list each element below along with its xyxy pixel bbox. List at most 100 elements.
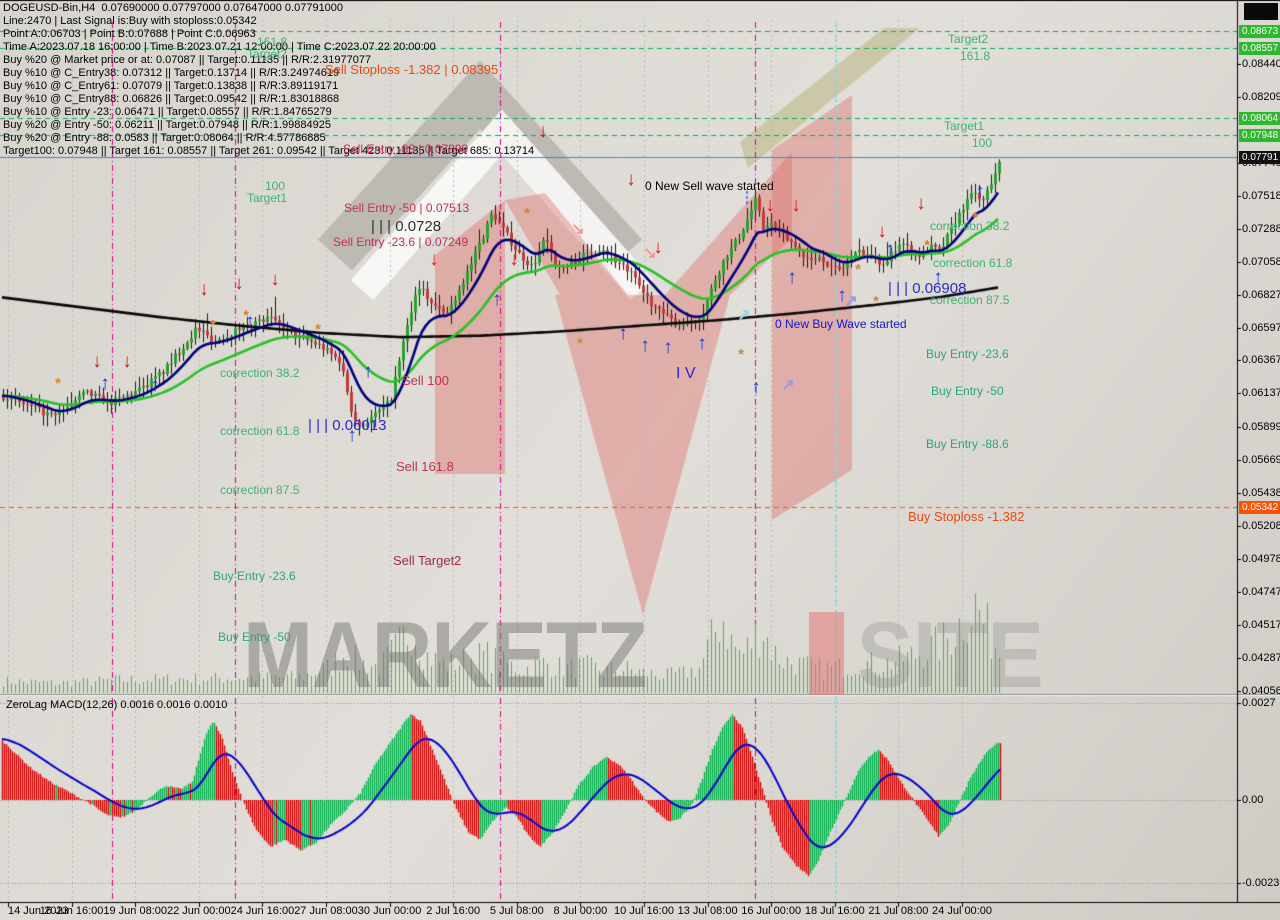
buy-arrow-icon: ↑ xyxy=(663,337,673,358)
price-axis-label: 0.06367 xyxy=(1242,354,1280,366)
buy-arrow-icon: ↑ xyxy=(640,335,650,356)
sell-arrow-icon: ↓ xyxy=(916,193,926,214)
sell-arrow-icon: ↓ xyxy=(626,169,636,190)
annotation-text: correction 87.5 xyxy=(220,483,300,497)
price-axis-label: 0.06137 xyxy=(1242,387,1280,399)
hollow-cyan-arrow-icon: ↗ xyxy=(737,307,751,324)
annotation-text: Buy Stoploss -1.382 xyxy=(908,509,1025,524)
time-axis-label: 16 Jul 00:00 xyxy=(741,905,802,917)
price-axis-label: 0.07518 xyxy=(1242,190,1280,202)
star-icon: * xyxy=(243,307,249,324)
buy-arrow-icon: ↑ xyxy=(347,425,357,446)
watermark-red-bar xyxy=(809,612,844,695)
price-axis-label: 0.04978 xyxy=(1242,553,1280,565)
time-axis-label: 19 Jun 08:00 xyxy=(103,905,167,917)
buy-arrow-icon: ↑ xyxy=(885,239,895,260)
hollow-buy-arrow-icon: ↗ xyxy=(781,377,795,394)
annotation-text: correction 87.5 xyxy=(930,293,1010,307)
price-axis-label: 0.08209 xyxy=(1242,91,1280,103)
annotation-text: 161.8 xyxy=(257,35,288,49)
buy-arrow-icon: ↑ xyxy=(363,361,373,382)
time-axis-label: 24 Jul 00:00 xyxy=(932,905,992,917)
annotation-text: Buy Entry -50 xyxy=(218,630,291,644)
sell-arrow-icon: ↓ xyxy=(199,279,209,300)
time-axis-label: 16 Jun 16:00 xyxy=(39,905,104,917)
sell-arrow-icon: ↓ xyxy=(653,237,663,258)
buy-arrow-icon: ↑ xyxy=(787,267,797,288)
buy-arrow-icon: ↑ xyxy=(618,323,628,344)
annotation-text: Sell 161.8 xyxy=(396,459,454,474)
price-axis-label: 0.04287 xyxy=(1242,652,1280,664)
annotation-text: Sell Entry -23.6 | 0.07249 xyxy=(333,235,469,249)
price-axis-label: 0.05208 xyxy=(1242,520,1280,532)
price-axis-label: 0.05669 xyxy=(1242,454,1280,466)
sell-arrow-icon: ↓ xyxy=(538,121,548,142)
buy-arrow-icon: ↑ xyxy=(933,267,943,288)
sell-arrow-icon: ↓ xyxy=(509,249,519,270)
macd-axis-label: -0.0023 xyxy=(1242,877,1280,889)
buy-arrow-icon: ↑ xyxy=(837,285,847,306)
top-right-corner-box xyxy=(1244,3,1278,20)
price-axis-label: 0.08440 xyxy=(1242,58,1280,70)
price-axis-label: 0.05438 xyxy=(1242,487,1280,499)
star-icon: * xyxy=(972,209,978,226)
price-axis-label: 0.04056 xyxy=(1242,685,1280,697)
annotation-text: Sell Stoploss -1.382 | 0.08395 xyxy=(325,62,499,77)
price-axis-label: 0.06597 xyxy=(1242,322,1280,334)
star-icon: * xyxy=(577,335,583,352)
star-icon: * xyxy=(873,293,879,310)
annotation-text: 100 xyxy=(265,179,286,193)
annotation-text: 0 New Buy Wave started xyxy=(775,317,907,331)
star-icon: * xyxy=(315,321,321,338)
time-axis-label: 24 Jun 16:00 xyxy=(230,905,295,917)
level-price-badge: 0.08557 xyxy=(1239,42,1280,55)
price-axis-label: 0.04747 xyxy=(1242,586,1280,598)
annotation-text: Target1 xyxy=(944,119,985,133)
price-axis-label: 0.07288 xyxy=(1242,223,1280,235)
macd-axis-label: 0.0027 xyxy=(1242,697,1276,709)
star-icon: * xyxy=(738,346,744,363)
sell-arrow-icon: ↓ xyxy=(791,195,801,216)
hollow-sell-arrow-icon: ↘ xyxy=(643,245,657,262)
annotation-text: Buy Entry -23.6 xyxy=(926,347,1009,361)
time-axis-label: 27 Jun 08:00 xyxy=(294,905,358,917)
annotation-text: Buy Entry -88.6 xyxy=(926,437,1009,451)
annotation-text: Sell Target2 xyxy=(393,553,462,568)
time-axis-label: 30 Jun 00:00 xyxy=(357,905,422,917)
annotation-text: Sell Entry -50 | 0.07513 xyxy=(344,201,470,215)
annotation-text: Target2 xyxy=(247,47,288,61)
sell-arrow-icon: ↓ xyxy=(765,195,775,216)
buy-arrow-icon: ↑ xyxy=(975,181,985,202)
annotation-text: correction 38.2 xyxy=(220,366,300,380)
annotation-text: I V xyxy=(676,365,696,382)
annotation-text: correction 61.8 xyxy=(933,256,1013,270)
sell-arrow-icon: ↓ xyxy=(429,249,439,270)
time-axis-label: 13 Jul 08:00 xyxy=(677,905,738,917)
star-icon: * xyxy=(855,261,861,278)
annotation-text: Target1 xyxy=(247,191,288,205)
time-axis-label: 2 Jul 16:00 xyxy=(426,905,481,917)
annotation-text: Target2 xyxy=(948,32,989,46)
annotation-text: | | | 0.06013 xyxy=(308,417,387,434)
buy-arrow-icon: ↑ xyxy=(100,373,110,394)
star-icon: * xyxy=(924,237,930,254)
sell-arrow-icon: ↓ xyxy=(234,273,244,294)
annotation-text: correction 61.8 xyxy=(220,424,300,438)
time-axis-label: 5 Jul 08:00 xyxy=(489,905,544,917)
macd-axis-label: 0.00 xyxy=(1242,794,1264,806)
star-icon: * xyxy=(524,205,530,222)
hollow-sell-arrow-icon: ↘ xyxy=(571,221,585,238)
level-price-badge: 0.05342 xyxy=(1239,501,1280,514)
annotation-text: Buy Entry -50 xyxy=(931,384,1004,398)
annotation-text: 0 New Sell wave started xyxy=(645,179,774,193)
buy-arrow-icon: ↑ xyxy=(492,289,502,310)
current-price-badge: 0.07791 xyxy=(1239,151,1280,164)
sell-arrow-icon: ↓ xyxy=(270,269,280,290)
macd-indicator-label: ZeroLag MACD(12,26) 0.0016 0.0016 0.0010 xyxy=(6,699,228,711)
sell-arrow-icon: ↓ xyxy=(92,351,102,372)
buy-arrow-icon: ↑ xyxy=(150,375,160,396)
sell-arrow-icon: ↓ xyxy=(122,351,132,372)
level-price-badge: 0.08064 xyxy=(1239,112,1280,125)
